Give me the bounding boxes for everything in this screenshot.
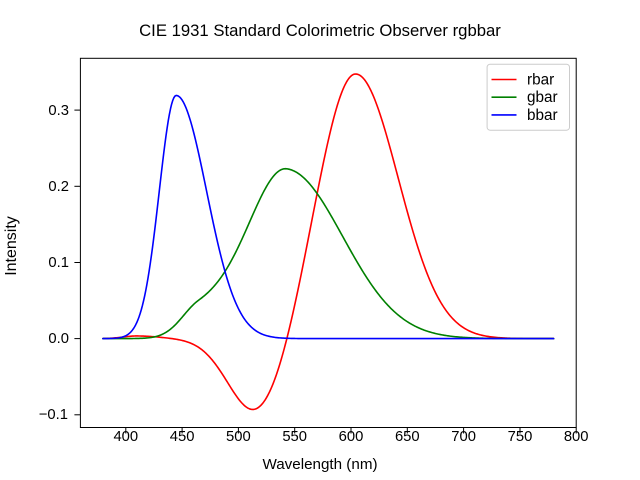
svg-text:rbar: rbar: [527, 72, 554, 89]
svg-text:bbar: bbar: [527, 107, 558, 124]
svg-text:gbar: gbar: [527, 89, 558, 106]
